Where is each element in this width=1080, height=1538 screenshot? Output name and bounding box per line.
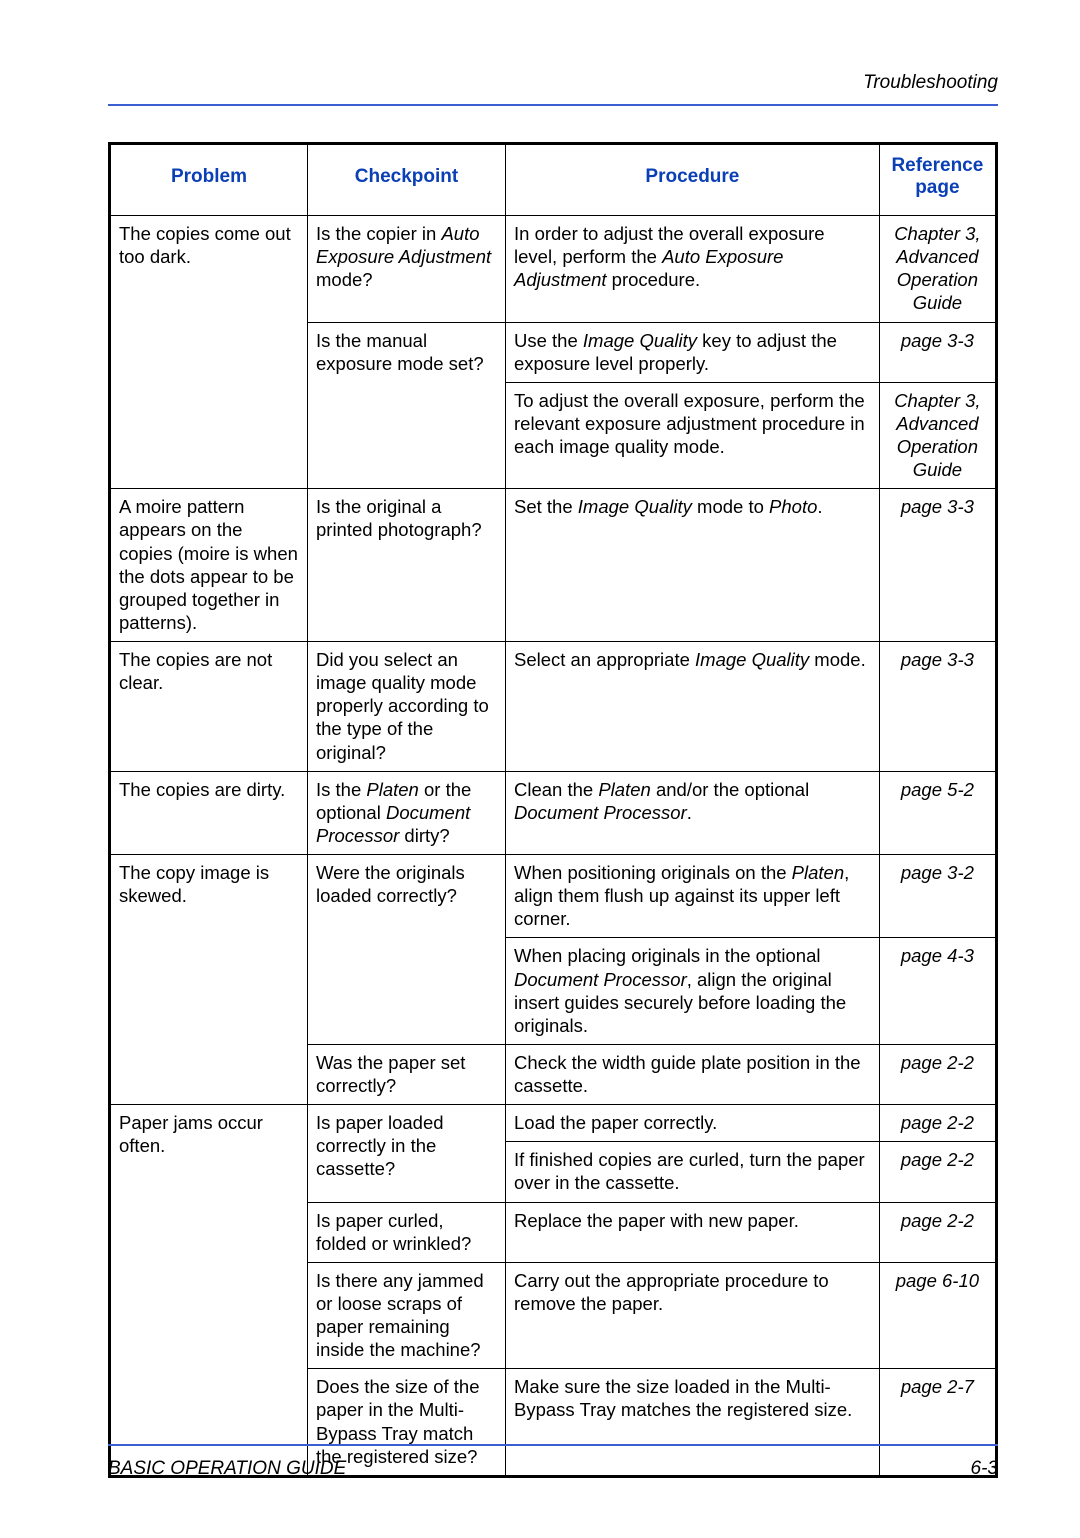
cell-procedure: Replace the paper with new paper. (506, 1202, 880, 1262)
footer: BASIC OPERATION GUIDE 6-3 (108, 1444, 998, 1480)
table-row: A moire pattern appears on the copies (m… (110, 489, 997, 642)
cell-checkpoint: Is the copier in Auto Exposure Adjustmen… (308, 216, 506, 323)
footer-rule (108, 1444, 998, 1446)
table-row: The copy image is skewed.Were the origin… (110, 855, 997, 938)
cell-reference: page 4-3 (879, 938, 996, 1045)
running-head: Troubleshooting (108, 72, 998, 104)
cell-checkpoint: Is paper loaded correctly in the cassett… (308, 1105, 506, 1202)
cell-reference: page 6-10 (879, 1262, 996, 1369)
cell-reference: Chapter 3, Advanced Operation Guide (879, 382, 996, 489)
header-problem: Problem (110, 144, 308, 216)
cell-problem: A moire pattern appears on the copies (m… (110, 489, 308, 642)
table-row: The copies are dirty.Is the Platen or th… (110, 771, 997, 854)
cell-procedure: If finished copies are curled, turn the … (506, 1142, 880, 1202)
cell-checkpoint: Is paper curled, folded or wrinkled? (308, 1202, 506, 1262)
table-row: Paper jams occur often.Is paper loaded c… (110, 1105, 997, 1142)
cell-procedure: In order to adjust the overall exposure … (506, 216, 880, 323)
header-checkpoint: Checkpoint (308, 144, 506, 216)
cell-checkpoint: Were the originals loaded correctly? (308, 855, 506, 1045)
table-header-row: Problem Checkpoint Procedure Reference p… (110, 144, 997, 216)
cell-reference: page 3-3 (879, 489, 996, 642)
cell-checkpoint: Was the paper set correctly? (308, 1044, 506, 1104)
header-rule (108, 104, 998, 106)
cell-procedure: When placing originals in the optional D… (506, 938, 880, 1045)
cell-procedure: Use the Image Quality key to adjust the … (506, 322, 880, 382)
cell-checkpoint: Did you select an image quality mode pro… (308, 642, 506, 772)
page: Troubleshooting Problem Checkpoint Proce… (0, 0, 1080, 1538)
cell-procedure: Select an appropriate Image Quality mode… (506, 642, 880, 772)
cell-problem: The copies are dirty. (110, 771, 308, 854)
cell-reference: page 3-3 (879, 642, 996, 772)
footer-row: BASIC OPERATION GUIDE 6-3 (108, 1458, 998, 1480)
cell-checkpoint: Is the original a printed photograph? (308, 489, 506, 642)
cell-procedure: Carry out the appropriate procedure to r… (506, 1262, 880, 1369)
cell-checkpoint: Is there any jammed or loose scraps of p… (308, 1262, 506, 1369)
table-row: The copies come out too dark.Is the copi… (110, 216, 997, 323)
cell-procedure: To adjust the overall exposure, perform … (506, 382, 880, 489)
cell-reference: page 5-2 (879, 771, 996, 854)
cell-procedure: Clean the Platen and/or the optional Doc… (506, 771, 880, 854)
cell-reference: page 3-2 (879, 855, 996, 938)
cell-reference: page 2-2 (879, 1105, 996, 1142)
cell-checkpoint: Is the manual exposure mode set? (308, 322, 506, 489)
header-reference: Reference page (879, 144, 996, 216)
cell-problem: The copy image is skewed. (110, 855, 308, 1105)
cell-reference: page 2-2 (879, 1202, 996, 1262)
table-body: The copies come out too dark.Is the copi… (110, 216, 997, 1477)
troubleshooting-table: Problem Checkpoint Procedure Reference p… (108, 142, 998, 1478)
cell-problem: The copies come out too dark. (110, 216, 308, 489)
cell-procedure: When positioning originals on the Platen… (506, 855, 880, 938)
cell-reference: page 2-2 (879, 1044, 996, 1104)
cell-checkpoint: Is the Platen or the optional Document P… (308, 771, 506, 854)
footer-left: BASIC OPERATION GUIDE (108, 1458, 346, 1480)
cell-reference: page 3-3 (879, 322, 996, 382)
cell-problem: The copies are not clear. (110, 642, 308, 772)
cell-procedure: Set the Image Quality mode to Photo. (506, 489, 880, 642)
footer-right: 6-3 (971, 1458, 998, 1480)
table-row: The copies are not clear.Did you select … (110, 642, 997, 772)
cell-problem: Paper jams occur often. (110, 1105, 308, 1477)
cell-procedure: Load the paper correctly. (506, 1105, 880, 1142)
header-procedure: Procedure (506, 144, 880, 216)
cell-procedure: Check the width guide plate position in … (506, 1044, 880, 1104)
cell-reference: Chapter 3, Advanced Operation Guide (879, 216, 996, 323)
cell-reference: page 2-2 (879, 1142, 996, 1202)
